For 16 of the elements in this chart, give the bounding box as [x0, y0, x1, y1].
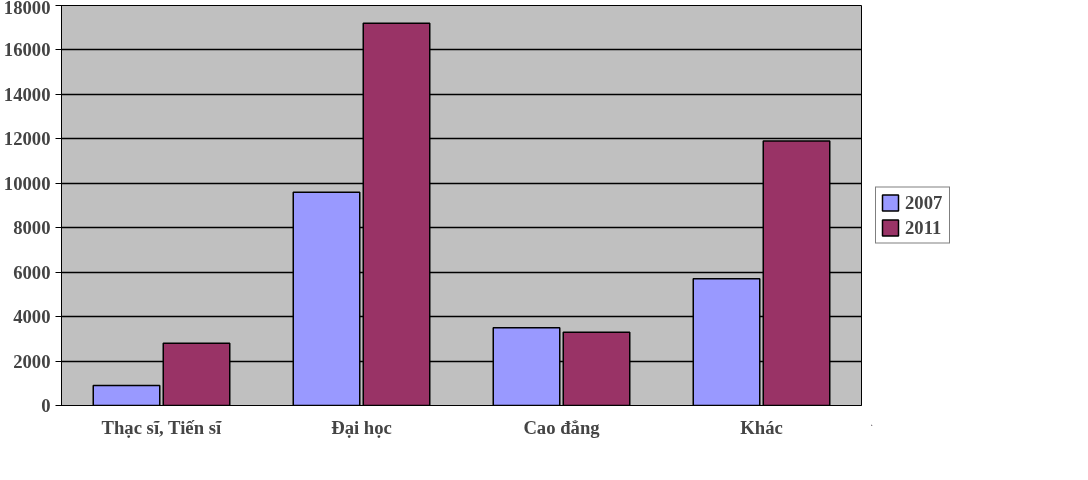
x-tick-label: Đại học: [331, 416, 392, 438]
x-tick-label: Cao đẳng: [523, 416, 601, 438]
y-tick-label: 0: [41, 395, 51, 416]
y-tick-label: 2000: [13, 350, 51, 372]
legend-label: 2011: [905, 216, 943, 239]
x-tick-label: Thạc sĩ, Tiến sĩ: [101, 416, 222, 438]
y-tick-label: 14000: [3, 83, 51, 105]
x-tick-label: Khác: [740, 416, 783, 438]
y-tick-label: 8000: [13, 217, 51, 239]
y-tick-label: 6000: [13, 261, 51, 283]
y-tick-label: 12000: [3, 128, 51, 150]
y-tick-label: 4000: [13, 306, 51, 328]
y-tick-label: 18000: [3, 0, 51, 18]
legend-label: 2007: [905, 191, 944, 214]
y-tick-label: 10000: [3, 172, 51, 194]
y-tick-label: 16000: [3, 39, 51, 61]
